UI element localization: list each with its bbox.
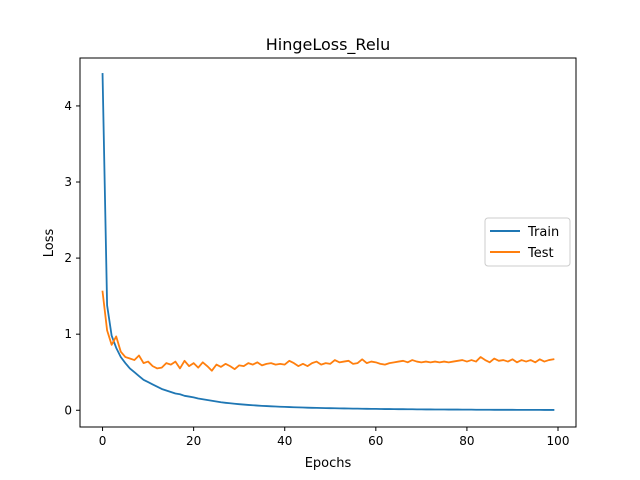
y-axis-label: Loss <box>42 229 57 258</box>
y-tick-label: 0 <box>64 403 72 417</box>
chart-title: HingeLoss_Relu <box>266 35 391 55</box>
legend: Train Test <box>484 217 571 267</box>
x-tick-label: 60 <box>368 434 383 448</box>
series-line-test <box>101 290 555 372</box>
x-tick-label: 20 <box>186 434 201 448</box>
y-tick-label: 4 <box>64 99 72 113</box>
series-line-train <box>101 73 555 411</box>
x-axis-label: Epochs <box>305 456 352 471</box>
y-tick-label: 2 <box>64 251 72 265</box>
x-tick-label: 80 <box>459 434 474 448</box>
x-tick-label: 100 <box>547 434 570 448</box>
x-tick-label: 0 <box>99 434 107 448</box>
x-tick-label: 40 <box>277 434 292 448</box>
y-tick-label: 3 <box>64 175 72 189</box>
y-tick-label: 1 <box>64 327 72 341</box>
plot-lines <box>101 73 555 411</box>
legend-label-train: Train <box>527 225 559 240</box>
plot-frame <box>79 57 577 428</box>
y-axis: 0 1 2 3 4 <box>64 99 80 417</box>
x-axis: 0 20 40 60 80 100 <box>99 427 570 448</box>
legend-label-test: Test <box>527 246 554 261</box>
